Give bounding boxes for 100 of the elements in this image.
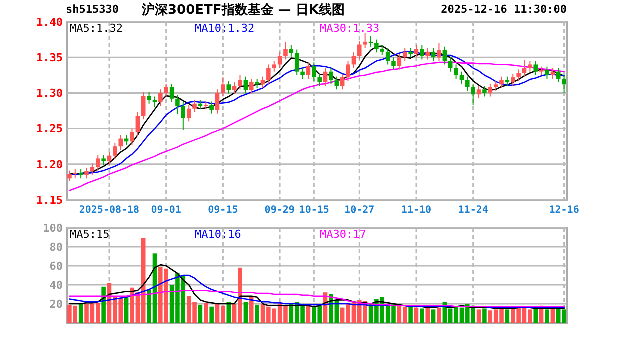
candlestick [340, 73, 345, 90]
candlestick [482, 86, 487, 98]
candlestick [534, 60, 538, 76]
candlestick [392, 57, 396, 70]
candlestick [522, 60, 527, 78]
candlestick [244, 76, 248, 94]
candlestick [272, 60, 276, 72]
candlestick [352, 52, 356, 69]
chart-title: 沪深300ETF指数基金 — 日K线图 [141, 2, 345, 18]
text: MA10:1.32 [195, 22, 255, 35]
candlestick [255, 78, 260, 89]
candlestick [323, 68, 328, 87]
candlestick [107, 152, 112, 166]
candlestick [232, 82, 237, 94]
bar [408, 306, 413, 323]
candlestick [181, 102, 186, 131]
text: MA10:16 [195, 228, 242, 241]
candlestick [113, 142, 118, 160]
candlestick [562, 74, 566, 94]
candlestick [300, 68, 305, 80]
candlestick [516, 69, 521, 82]
candlestick [334, 76, 340, 90]
bar [204, 303, 208, 323]
bar [545, 310, 550, 323]
candlestick [420, 44, 424, 60]
candlestick [358, 40, 362, 60]
candlestick [170, 83, 174, 103]
line-series [69, 290, 565, 308]
candlestick [158, 89, 163, 107]
bar [431, 310, 436, 323]
candlestick [176, 94, 180, 116]
bar [482, 308, 487, 323]
candlestick [192, 100, 197, 113]
line-series [69, 274, 565, 308]
bar [437, 308, 442, 323]
line-series [69, 62, 565, 192]
y-tick-label: 1.25 [36, 122, 63, 136]
bar [414, 308, 419, 323]
text: MA30:17 [320, 228, 366, 241]
text: MA5:15 [70, 228, 110, 241]
candlestick [90, 163, 95, 176]
candlestick [210, 101, 214, 114]
y-tick-label: 20 [50, 298, 63, 311]
y-tick-label: 1.40 [36, 16, 63, 29]
bar [198, 304, 203, 323]
candlestick [437, 42, 442, 62]
y-tick-label: 1.20 [36, 158, 63, 172]
candlestick [476, 86, 482, 99]
x-tick-label: 10-27 [344, 205, 375, 216]
candlestick [141, 92, 146, 120]
candlestick [528, 60, 532, 72]
bar [505, 310, 510, 323]
candlestick [545, 66, 550, 80]
candlestick [96, 154, 100, 172]
candlestick [494, 80, 498, 92]
candlestick [397, 54, 402, 70]
candlestick [386, 48, 390, 66]
candlestick [136, 112, 140, 136]
candlestick [374, 39, 379, 54]
candlestick [147, 92, 152, 104]
candlestick [346, 60, 350, 82]
candlestick [118, 134, 123, 151]
candlestick [454, 64, 458, 80]
bar [244, 302, 248, 323]
bar [476, 310, 482, 323]
candlestick [408, 48, 413, 58]
text: MA5:1.32 [70, 22, 123, 35]
candlestick [289, 44, 294, 58]
y-tick-label: 1.30 [36, 87, 63, 100]
bar [226, 302, 232, 323]
candlestick [130, 128, 134, 146]
candlestick [556, 68, 561, 84]
bar [78, 304, 84, 323]
candlestick [284, 41, 288, 60]
candlestick [186, 104, 192, 122]
candlestick [102, 154, 106, 166]
candlestick [368, 36, 374, 48]
candlestick [278, 52, 282, 69]
candlestick [402, 48, 408, 62]
chart-subtitle: sh515330 [66, 3, 119, 16]
candlestick [312, 62, 316, 82]
candlestick [511, 73, 516, 87]
x-tick-label: 09-01 [151, 205, 182, 216]
line-series [69, 264, 565, 310]
candlestick [266, 64, 271, 84]
x-tick-label: 10-15 [299, 205, 330, 216]
text: MA30:1.33 [320, 22, 380, 35]
candlestick [460, 71, 464, 84]
y-tick-label: 1.35 [36, 51, 63, 64]
candlestick [488, 83, 493, 98]
candlestick [306, 62, 311, 80]
candlestick [466, 76, 470, 92]
bar [249, 296, 254, 323]
bar [534, 308, 538, 323]
candlestick [164, 83, 168, 98]
candlestick [318, 73, 322, 87]
x-tick-label: 09-15 [208, 205, 238, 216]
text: 2025-12-16 11:30:00 [441, 3, 567, 16]
candlestick [215, 89, 220, 114]
y-tick-label: 60 [50, 260, 63, 273]
